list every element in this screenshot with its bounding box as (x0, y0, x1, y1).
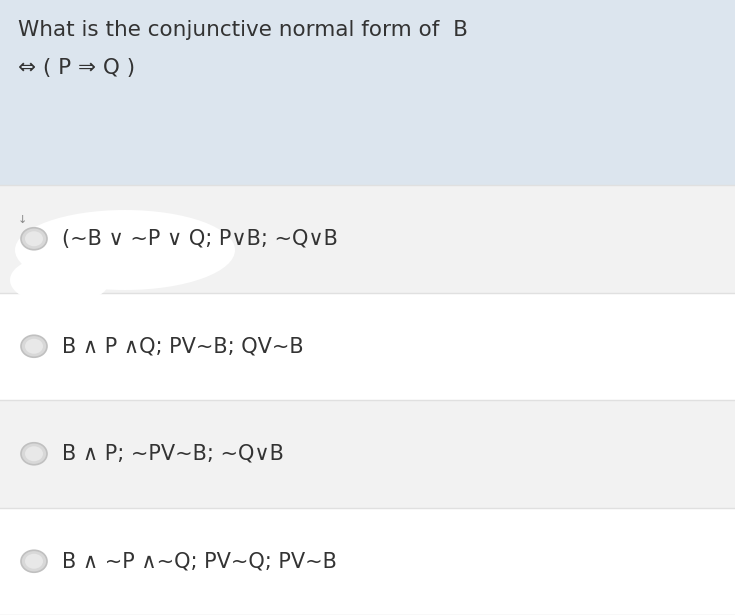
Ellipse shape (21, 335, 47, 357)
Ellipse shape (25, 231, 43, 246)
Ellipse shape (15, 210, 235, 290)
FancyBboxPatch shape (0, 185, 735, 293)
FancyBboxPatch shape (0, 0, 735, 185)
Text: B ∧ P ∧Q; PV~B; QV~B: B ∧ P ∧Q; PV~B; QV~B (62, 336, 304, 356)
Ellipse shape (10, 255, 110, 305)
Ellipse shape (21, 443, 47, 465)
Ellipse shape (21, 228, 47, 250)
Text: B ∧ ~P ∧~Q; PV~Q; PV~B: B ∧ ~P ∧~Q; PV~Q; PV~B (62, 551, 337, 571)
FancyBboxPatch shape (0, 507, 735, 615)
FancyBboxPatch shape (0, 293, 735, 400)
Text: ↓: ↓ (18, 215, 27, 225)
Text: What is the conjunctive normal form of  B: What is the conjunctive normal form of B (18, 20, 468, 40)
Ellipse shape (25, 554, 43, 569)
Text: B ∧ P; ~PV~B; ~Q∨B: B ∧ P; ~PV~B; ~Q∨B (62, 444, 284, 464)
Text: (~B ∨ ~P ∨ Q; P∨B; ~Q∨B: (~B ∨ ~P ∨ Q; P∨B; ~Q∨B (62, 229, 338, 248)
Ellipse shape (25, 446, 43, 461)
Ellipse shape (21, 550, 47, 572)
Ellipse shape (25, 339, 43, 354)
Text: ⇔ ( P ⇒ Q ): ⇔ ( P ⇒ Q ) (18, 58, 135, 78)
FancyBboxPatch shape (0, 400, 735, 507)
